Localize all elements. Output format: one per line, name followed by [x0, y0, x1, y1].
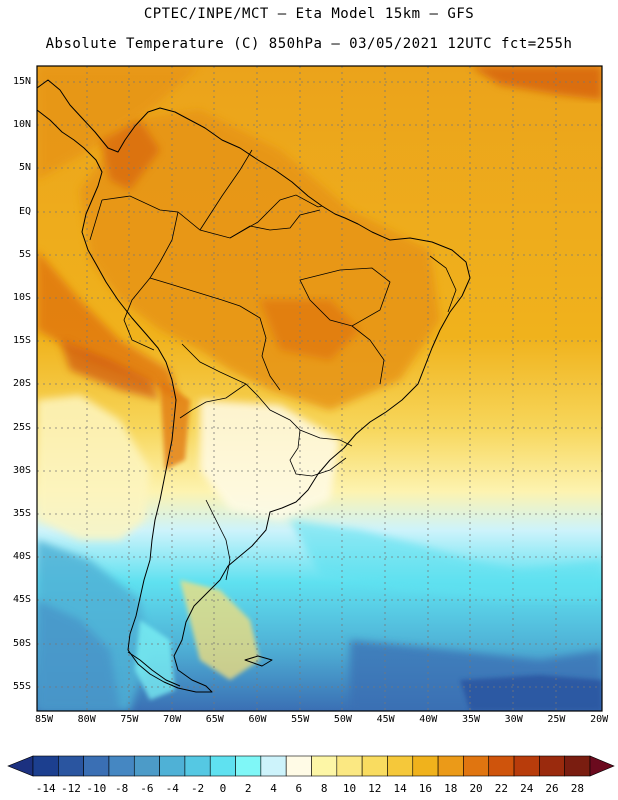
lon-tick-label: 30W — [504, 714, 523, 725]
colorbar-tick-label: 22 — [494, 782, 508, 795]
colorbar-tick-label: -8 — [114, 782, 129, 795]
colorbar-swatch — [235, 755, 262, 777]
colorbar-tick-label: 28 — [570, 782, 584, 795]
lat-tick-label: 10N — [12, 119, 31, 131]
colorbar-swatch — [209, 755, 236, 777]
colorbar — [7, 755, 615, 777]
lat-tick-label: 15S — [12, 335, 31, 347]
colorbar-swatch — [260, 755, 287, 777]
lon-tick-label: 35W — [461, 714, 481, 725]
lon-tick-label: 80W — [77, 714, 96, 725]
colorbar-tick-label: -14 — [35, 782, 56, 795]
colorbar-swatch — [133, 755, 160, 777]
lon-tick-label: 20W — [590, 714, 609, 725]
lat-tick-label: 40S — [12, 551, 31, 563]
colorbar-tick-label: -10 — [86, 782, 107, 795]
temperature-field — [37, 66, 602, 711]
colorbar-swatch — [412, 755, 439, 777]
lon-tick-label: 65W — [205, 714, 224, 725]
colorbar-swatch — [463, 755, 490, 777]
colorbar-tick-label: 24 — [520, 782, 534, 795]
lat-tick-label: 55S — [12, 680, 31, 692]
colorbar-tick-label: 16 — [418, 782, 433, 795]
map-frame — [36, 65, 603, 712]
colorbar-extend-low — [7, 755, 34, 777]
colorbar-tick-label: 8 — [320, 782, 328, 795]
lat-tick-label: 25S — [12, 421, 31, 433]
lat-tick-label: 50S — [12, 637, 31, 649]
lat-tick-label: 45S — [12, 594, 31, 606]
colorbar-swatch — [108, 755, 135, 777]
colorbar-swatch — [539, 755, 565, 777]
title-line-1: CPTEC/INPE/MCT – Eta Model 15km – GFS — [143, 6, 475, 22]
colorbar-swatch — [488, 755, 515, 777]
lon-tick-label: 60W — [248, 714, 267, 725]
colorbar-swatch — [83, 755, 110, 777]
lat-tick-label: 5N — [18, 162, 31, 174]
colorbar-tick-label: 6 — [295, 782, 303, 795]
colorbar-swatch — [387, 755, 414, 777]
colorbar-tick-label: 12 — [368, 782, 382, 795]
colorbar-swatch — [32, 755, 59, 777]
lat-tick-label: EQ — [18, 205, 31, 217]
lon-tick-label: 70W — [163, 714, 182, 725]
colorbar-tick-label: 10 — [342, 782, 357, 795]
colorbar-tick-label: 18 — [444, 782, 458, 795]
colorbar-tick-label: -4 — [165, 782, 179, 795]
colorbar-tick-label: 20 — [469, 782, 483, 795]
colorbar-tick-label: -2 — [190, 782, 205, 795]
lat-tick-label: 5S — [18, 248, 31, 260]
lon-tick-label: 25W — [547, 714, 566, 725]
lat-tick-label: 20S — [12, 378, 31, 390]
colorbar-tick-label: -12 — [61, 782, 81, 795]
colorbar-swatch — [184, 755, 211, 777]
lat-tick-label: 30S — [12, 464, 31, 476]
colorbar-swatch — [285, 755, 312, 777]
grid-lines — [37, 66, 602, 711]
colorbar-swatch — [58, 755, 84, 777]
colorbar-tick-label: 26 — [545, 782, 559, 795]
lat-tick-label: 10S — [12, 292, 31, 303]
colorbar-tick-label: 4 — [270, 782, 277, 795]
colorbar-tick-label: 2 — [244, 782, 252, 795]
country-borders — [89, 149, 457, 581]
title-line-2: Absolute Temperature (C) 850hPa – 03/05/… — [45, 36, 573, 52]
lon-tick-label: 85W — [34, 714, 54, 725]
colorbar-tick-label: 14 — [393, 782, 407, 795]
colorbar-swatch — [437, 755, 464, 777]
colorbar-swatch — [159, 755, 186, 777]
lat-tick-label: 15N — [12, 76, 31, 87]
colorbar-swatch — [336, 755, 363, 777]
colorbar-extend-high — [589, 755, 615, 777]
colorbar-swatch — [513, 755, 540, 777]
colorbar-swatch — [361, 755, 388, 777]
colorbar-swatch — [311, 755, 338, 777]
lon-tick-label: 45W — [376, 714, 395, 725]
coastline — [37, 79, 471, 693]
lon-tick-label: 75W — [120, 714, 139, 725]
colorbar-swatch — [564, 755, 591, 777]
colorbar-tick-label: 0 — [219, 782, 227, 795]
lat-tick-label: 35S — [12, 508, 31, 519]
lon-tick-label: 55W — [291, 714, 310, 725]
colorbar-tick-label: -6 — [140, 782, 154, 795]
lon-tick-label: 50W — [333, 714, 352, 725]
lon-tick-label: 40W — [419, 714, 438, 725]
